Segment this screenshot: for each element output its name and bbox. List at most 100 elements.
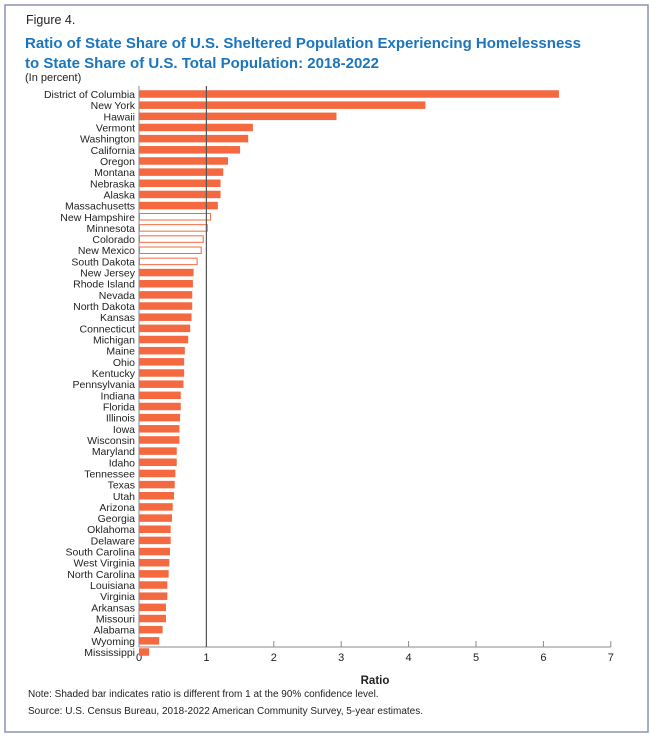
category-label: Washington <box>80 134 135 146</box>
category-label: Montana <box>94 167 135 179</box>
category-label: California <box>91 145 136 157</box>
category-label: Maine <box>106 346 135 358</box>
category-label: South Carolina <box>66 547 136 559</box>
category-label: Texas <box>108 480 135 492</box>
category-label: Mississippi <box>84 647 135 659</box>
chart-title-line2: to State Share of U.S. Total Population:… <box>25 55 379 72</box>
category-label: Alabama <box>94 625 136 637</box>
bar <box>139 268 194 277</box>
category-label: District of Columbia <box>44 89 135 101</box>
bar <box>139 469 176 478</box>
bar <box>139 279 193 288</box>
category-label: Maryland <box>92 446 135 458</box>
category-label: North Dakota <box>73 301 135 313</box>
x-tick-label: 6 <box>540 652 546 664</box>
bar <box>139 134 249 143</box>
category-label: Ohio <box>113 357 135 369</box>
bar <box>139 291 193 299</box>
bar <box>139 146 241 154</box>
category-label: Michigan <box>93 335 135 347</box>
category-label: New York <box>91 100 136 112</box>
category-label: Indiana <box>101 390 136 402</box>
bar <box>139 592 168 600</box>
x-tick-label: 5 <box>473 652 479 664</box>
category-label: Oklahoma <box>87 524 135 536</box>
bar <box>139 503 173 511</box>
bar <box>139 313 192 321</box>
chart-subtitle: (In percent) <box>25 72 81 84</box>
bar <box>139 324 191 333</box>
bar <box>139 413 181 422</box>
category-label: Kentucky <box>92 368 136 380</box>
bar <box>139 168 224 176</box>
bar <box>139 90 559 98</box>
category-label: Oregon <box>100 156 135 168</box>
bar <box>139 201 218 210</box>
x-tick-label: 0 <box>136 652 142 664</box>
category-label: New Mexico <box>78 245 135 257</box>
x-tick-label: 7 <box>608 652 614 664</box>
bar <box>139 625 163 634</box>
category-label: Connecticut <box>80 323 136 335</box>
bar <box>139 492 175 500</box>
category-label: Delaware <box>91 535 136 547</box>
category-label: Idaho <box>109 457 135 469</box>
bar <box>139 112 337 121</box>
bar-not-significant <box>139 246 202 254</box>
bar <box>139 603 166 612</box>
category-label: Wyoming <box>91 636 135 648</box>
x-axis-label: Ratio <box>361 675 390 687</box>
category-label: Florida <box>103 401 135 413</box>
category-label: Kansas <box>100 312 135 324</box>
category-label: Tennessee <box>84 468 135 480</box>
bar <box>139 302 193 310</box>
bar <box>139 157 228 165</box>
chart-source: Source: U.S. Census Bureau, 2018-2022 Am… <box>28 706 423 717</box>
category-label: Hawaii <box>103 111 135 123</box>
category-label: Nevada <box>99 290 135 302</box>
bar-not-significant <box>139 213 212 221</box>
bar <box>139 570 169 578</box>
bar <box>139 536 171 545</box>
bar <box>139 335 189 344</box>
figure-label: Figure 4. <box>26 13 75 27</box>
bar <box>139 458 177 467</box>
bar <box>139 614 166 623</box>
category-label: Louisiana <box>90 580 135 592</box>
category-label: Virginia <box>100 591 135 603</box>
category-label: Arkansas <box>91 602 135 614</box>
bar <box>139 123 253 132</box>
bar <box>139 190 221 199</box>
bar <box>139 101 426 109</box>
bar <box>139 358 185 366</box>
category-label: Pennsylvania <box>73 379 136 391</box>
bar-not-significant <box>139 257 198 266</box>
category-label: Colorado <box>92 234 135 246</box>
bar <box>139 514 173 522</box>
bar <box>139 425 180 433</box>
bar <box>139 179 221 188</box>
x-tick-label: 4 <box>406 652 412 664</box>
category-label: Arizona <box>99 502 135 514</box>
bar-not-significant <box>139 224 208 232</box>
x-tick-label: 3 <box>338 652 344 664</box>
category-label: Georgia <box>98 513 136 525</box>
bar <box>139 402 181 411</box>
category-label: Alaska <box>103 189 135 201</box>
category-label: Missouri <box>96 614 135 626</box>
bar <box>139 525 171 533</box>
category-label: West Virginia <box>74 558 136 570</box>
category-label: Illinois <box>106 413 135 425</box>
x-tick-label: 1 <box>203 652 209 664</box>
category-label: South Dakota <box>71 256 135 268</box>
category-label: Wisconsin <box>87 435 135 447</box>
bar <box>139 380 184 388</box>
bar <box>139 547 171 556</box>
bar <box>139 436 180 444</box>
bar <box>139 369 185 377</box>
category-label: Nebraska <box>90 178 135 190</box>
category-label: Iowa <box>113 424 135 436</box>
bar <box>139 581 168 589</box>
